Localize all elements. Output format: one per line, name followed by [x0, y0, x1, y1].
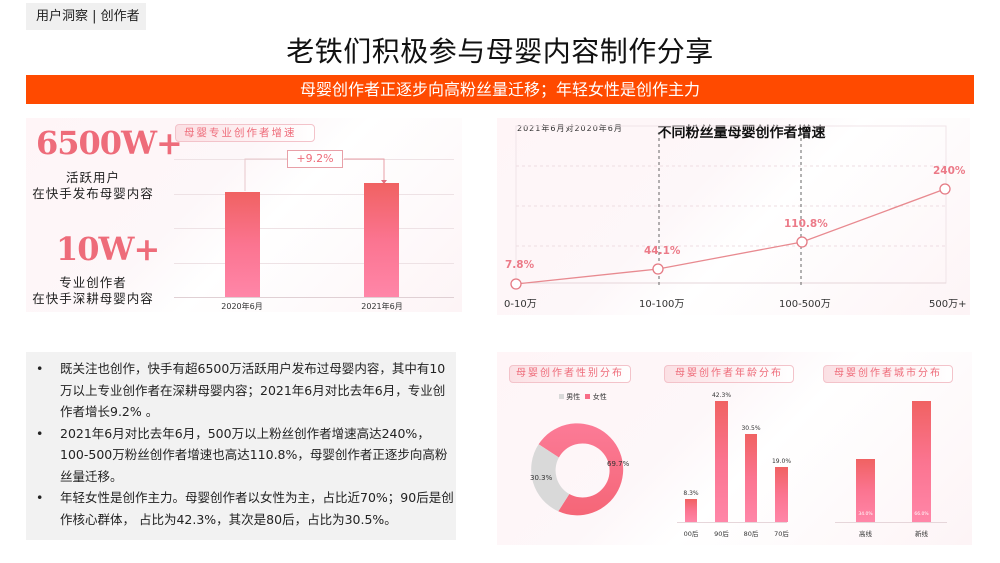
insight-item: 年轻女性是创作主力。母婴创作者以女性为主，占比近70%；90后是创作核心群体， …: [34, 487, 454, 530]
legend-female-label: 女性: [592, 393, 607, 401]
active-users-value: 6500W+: [36, 124, 183, 162]
x-label-0-10w: 0-10万: [504, 299, 537, 310]
bar-high-tier: [856, 459, 875, 522]
val-00s: 8.3%: [683, 490, 699, 497]
x-axis: [174, 297, 454, 298]
gridline: [174, 194, 454, 195]
label-110-8: 110.8%: [784, 218, 828, 230]
gender-legend: 男性 女性: [559, 392, 607, 402]
demographics-panel: 母婴创作者性别分布 男性 女性 30.3% 69.7% 母婴创作者年龄分布 8.…: [497, 352, 972, 545]
growth-connector: [244, 158, 387, 191]
creators-line1: 专业创作者: [59, 275, 127, 290]
label-240: 240%: [933, 165, 966, 177]
insight-item: 2021年6月对比去年6月，500万以上粉丝创作者增速高达240%，100-50…: [34, 423, 454, 488]
male-pct-label: 30.3%: [530, 474, 553, 482]
bar-80s: [745, 434, 757, 522]
label-7-8: 7.8%: [505, 259, 535, 271]
x-label-2020: 2020年6月: [221, 302, 263, 311]
chart-title-city: 母婴创作者城市分布: [823, 365, 953, 383]
bar-2021: [364, 183, 399, 297]
creator-stats-panel: 6500W+ 活跃用户 在快手发布母婴内容 10W+ 专业创作者 在快手深耕母婴…: [26, 118, 462, 312]
bar-new-tier: [912, 401, 931, 522]
legend-male-label: 男性: [566, 393, 581, 401]
active-users-desc: 活跃用户 在快手发布母婴内容: [26, 170, 160, 202]
x-label-2021: 2021年6月: [361, 302, 403, 311]
line-chart: [510, 125, 951, 290]
fan-tier-growth-panel: 2021年6月对2020年6月 不同粉丝量母婴创作者增速 7.8% 44.1% …: [497, 118, 970, 315]
x-axis: [677, 522, 787, 523]
legend-female-swatch: [585, 394, 591, 399]
female-pct-label: 69.7%: [607, 460, 630, 468]
val-high-tier: 34.0%: [858, 512, 873, 517]
label-44-1: 44.1%: [644, 245, 681, 257]
val-80s: 30.5%: [741, 425, 761, 432]
x-label-80s: 80后: [743, 530, 759, 538]
insight-list: 既关注也创作，快手有超6500万活跃用户发布过母婴内容，其中有10万以上专业创作…: [34, 358, 454, 530]
x-label-500w-plus: 500万+: [929, 299, 967, 310]
bar-00s: [685, 499, 697, 522]
val-new-tier: 66.0%: [914, 512, 929, 517]
val-70s: 19.0%: [771, 458, 792, 465]
x-label-100-500w: 100-500万: [779, 299, 831, 310]
creators-desc: 专业创作者 在快手深耕母婴内容: [26, 275, 160, 307]
legend-male-swatch: [559, 394, 564, 399]
point-0-10w: [510, 278, 522, 290]
active-users-line2: 在快手发布母婴内容: [32, 186, 154, 201]
section-tag: 用户洞察 | 创作者: [26, 3, 146, 30]
creators-value: 10W+: [56, 230, 160, 268]
chart-title-pro-growth: 母婴专业创作者增速: [175, 124, 315, 142]
gridline: [174, 263, 454, 264]
x-label-00s: 00后: [683, 530, 699, 538]
growth-annotation: +9.2%: [287, 150, 343, 168]
bar-2020: [225, 192, 260, 297]
point-100-500w: [796, 236, 808, 248]
line-chart-title: 不同粉丝量母婴创作者增速: [657, 125, 826, 141]
insights-text-panel: 既关注也创作，快手有超6500万活跃用户发布过母婴内容，其中有10万以上专业创作…: [26, 352, 456, 540]
val-90s: 42.3%: [711, 392, 732, 399]
bar-70s: [775, 467, 788, 522]
page-title: 老铁们积极参与母婴内容制作分享: [286, 35, 714, 68]
x-label-new-tier: 新线: [915, 530, 928, 538]
female-slice: [538, 423, 624, 516]
active-users-line1: 活跃用户: [65, 170, 120, 185]
line-chart-subtitle: 2021年6月对2020年6月: [517, 124, 623, 133]
chart-title-gender: 母婴创作者性别分布: [509, 365, 631, 383]
summary-banner: 母婴创作者正逐步向高粉丝量迁移；年轻女性是创作主力: [26, 75, 974, 104]
creators-line2: 在快手深耕母婴内容: [32, 291, 154, 306]
x-label-90s: 90后: [714, 530, 729, 538]
x-label-10-100w: 10-100万: [639, 299, 685, 310]
insight-item: 既关注也创作，快手有超6500万活跃用户发布过母婴内容，其中有10万以上专业创作…: [34, 358, 454, 423]
chart-title-age: 母婴创作者年龄分布: [664, 365, 794, 383]
bar-90s: [715, 401, 728, 522]
x-label-high-tier: 高线: [859, 530, 872, 538]
gender-donut-chart: [531, 423, 624, 516]
gridline: [174, 228, 454, 229]
male-slice: [531, 444, 570, 512]
x-label-70s: 70后: [774, 530, 789, 538]
point-10-100w: [652, 263, 664, 275]
x-axis: [835, 522, 947, 523]
point-500w-plus: [939, 183, 951, 195]
